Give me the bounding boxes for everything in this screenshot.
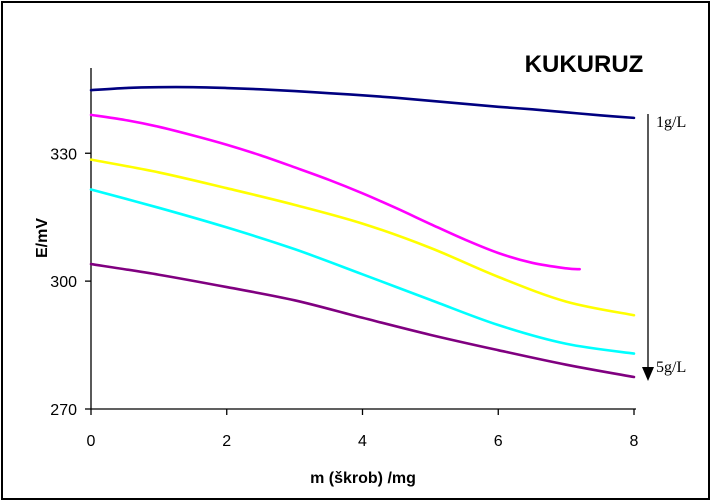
chart-title: KUKURUZ (525, 51, 644, 78)
series-line-2 (89, 113, 581, 271)
x-tick-label: 8 (630, 433, 639, 450)
series-line-1 (89, 85, 636, 120)
series-line-3 (89, 158, 636, 317)
series-line-5 (89, 262, 636, 379)
annotation-top: 1g/L (656, 114, 686, 131)
annotation-bottom: 5g/L (656, 359, 686, 376)
axes: 270 300 330 0 2 4 6 8 (50, 68, 639, 450)
y-tick-label: 270 (50, 402, 77, 419)
x-tick-label: 0 (87, 433, 96, 450)
x-ticks: 0 2 4 6 8 (87, 409, 639, 450)
y-ticks: 270 300 330 (50, 146, 91, 419)
concentration-arrow (642, 114, 654, 381)
arrow-head-icon (642, 367, 654, 381)
x-tick-label: 4 (358, 433, 367, 450)
y-tick-label: 300 (50, 274, 77, 291)
series-group (89, 85, 636, 379)
y-axis-label: E/mV (34, 218, 51, 258)
x-tick-label: 2 (222, 433, 231, 450)
x-axis-label: m (škrob) /mg (310, 470, 416, 487)
x-tick-label: 6 (494, 433, 503, 450)
y-tick-label: 330 (50, 146, 77, 163)
series-line-4 (89, 188, 636, 355)
